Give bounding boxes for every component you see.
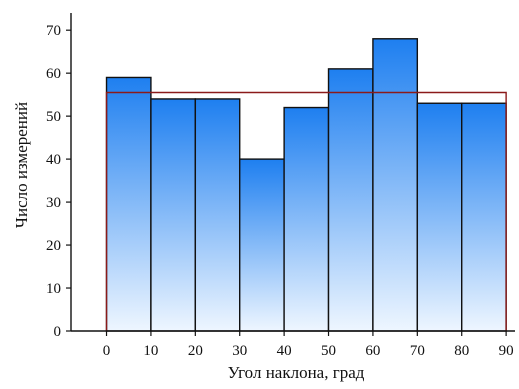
ticks-layer: 0 10 20 30 40 50 60 70 0 10 20 30 40 50 60 70 80 90 (46, 23, 514, 359)
x-tick-label: 80 (454, 343, 469, 359)
x-tick-label: 90 (499, 343, 514, 359)
x-tick-label: 20 (188, 343, 203, 359)
x-tick-label: 60 (365, 343, 380, 359)
y-tick-label: 30 (46, 195, 61, 211)
x-tick-label: 50 (321, 343, 336, 359)
histogram-bar (194, 98, 241, 332)
histogram-bar (461, 102, 507, 332)
reference-layer (105, 91, 507, 331)
histogram-bar (105, 76, 152, 332)
reference-line (105, 91, 507, 331)
histogram-bar (150, 98, 197, 332)
y-tick-label: 50 (46, 109, 61, 125)
histogram-bar (416, 102, 463, 332)
y-tick-label: 10 (46, 281, 61, 297)
histogram-bar (239, 158, 285, 332)
y-tick-label: 0 (54, 324, 62, 340)
histogram-bar (372, 38, 419, 332)
x-tick-label: 40 (277, 343, 292, 359)
histogram-bar (327, 68, 374, 332)
bars-layer (105, 38, 507, 332)
y-tick-label: 70 (46, 23, 61, 39)
x-tick-label: 0 (103, 343, 111, 359)
x-tick-label: 70 (410, 343, 425, 359)
histogram-bar (283, 106, 330, 332)
y-axis-title: Число измерений (12, 102, 31, 228)
y-tick-label: 60 (46, 66, 61, 82)
x-tick-label: 10 (143, 343, 158, 359)
axes-layer (70, 13, 515, 332)
y-tick-label: 20 (46, 238, 61, 254)
x-tick-label: 30 (232, 343, 247, 359)
y-tick-label: 40 (46, 152, 61, 168)
x-axis-title: Угол наклона, град (228, 363, 365, 382)
